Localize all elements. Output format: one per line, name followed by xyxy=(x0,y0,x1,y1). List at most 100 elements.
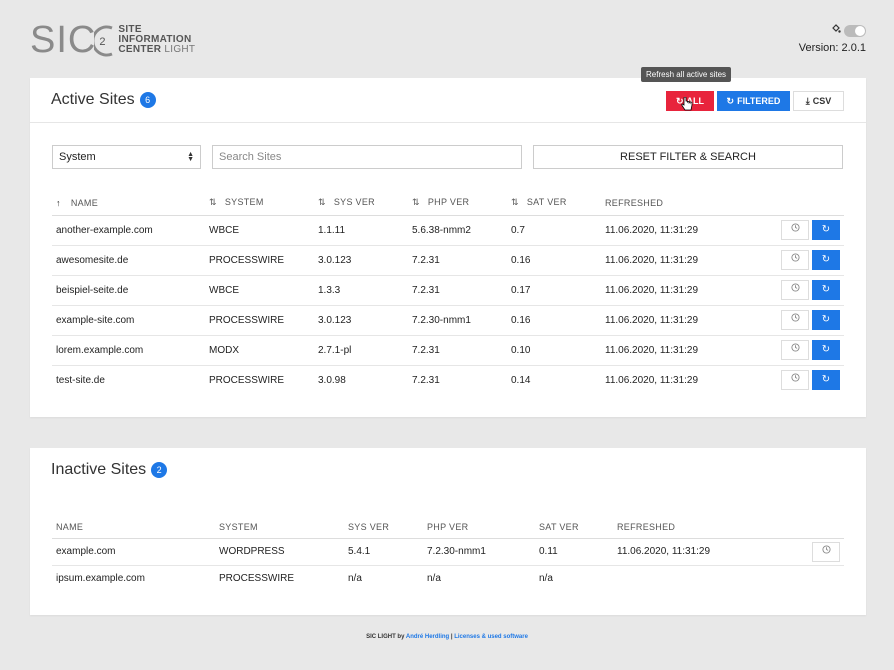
inactive-sites-header: Inactive Sites 2 xyxy=(30,448,866,492)
cell-refreshed: 11.06.2020, 11:31:29 xyxy=(601,334,751,365)
column-header-refreshed: REFRESHED xyxy=(617,521,676,532)
refresh-site-button[interactable]: ↻ xyxy=(812,370,840,391)
hand-cursor-icon xyxy=(681,97,693,111)
theme-toggle[interactable] xyxy=(831,24,866,37)
csv-export-button[interactable]: ⤓ CSV xyxy=(793,91,844,111)
refresh-filtered-label: FILTERED xyxy=(737,96,781,106)
column-header-sat-ver[interactable]: ⇅ SAT VER xyxy=(511,197,567,208)
cell-actions xyxy=(763,537,844,565)
active-sites-card: Active Sites 6 ↻ ALL ↻ FILTERED ⤓ CSV Sy… xyxy=(30,78,866,417)
active-sites-table: ↑ NAME ⇅ SYSTEM ⇅ SYS VER ⇅ PHP VER ⇅ SAT VER… xyxy=(52,191,844,395)
active-sites-count-badge: 6 xyxy=(139,92,156,108)
refresh-site-button[interactable]: ↻ xyxy=(812,310,840,330)
logo-circle-icon: 2 xyxy=(91,24,116,57)
column-header-actions xyxy=(751,191,844,215)
refresh-site-button[interactable]: ↻ xyxy=(812,280,840,300)
history-button[interactable] xyxy=(781,310,809,330)
clock-icon xyxy=(790,343,800,352)
cell-name: awesomesite.de xyxy=(52,244,205,275)
cell-sys-ver: 1.3.3 xyxy=(314,274,408,305)
cell-php-ver: 7.2.31 xyxy=(408,274,507,305)
column-header-php-ver: PHP VER xyxy=(427,521,469,532)
history-button[interactable] xyxy=(781,370,809,391)
cell-name: lorem.example.com xyxy=(52,334,205,365)
column-header-php-ver[interactable]: ⇅ PHP VER xyxy=(412,197,470,208)
cell-sys-ver: 3.0.98 xyxy=(314,364,408,395)
column-header-system[interactable]: ⇅ SYSTEM xyxy=(209,197,264,208)
cell-php-ver: 7.2.31 xyxy=(408,334,507,365)
history-button[interactable] xyxy=(781,250,809,270)
cell-sys-ver: 1.1.11 xyxy=(314,214,408,245)
column-header-system: SYSTEM xyxy=(219,521,258,532)
cell-refreshed xyxy=(613,564,763,592)
refresh-all-button[interactable]: ↻ ALL xyxy=(666,91,714,111)
cell-system: PROCESSWIRE xyxy=(205,364,314,395)
refresh-site-button[interactable]: ↻ xyxy=(812,250,840,270)
cell-php-ver: 7.2.30-nmm1 xyxy=(408,304,507,335)
clock-icon xyxy=(790,313,800,322)
table-row: example.com WORDPRESS 5.4.1 7.2.30-nmm1 0.11… xyxy=(52,537,844,565)
clock-icon xyxy=(790,223,800,232)
cell-sat-ver: 0.14 xyxy=(507,364,601,395)
history-button[interactable] xyxy=(781,280,809,300)
refresh-icon: ↻ xyxy=(821,254,831,265)
column-header-name[interactable]: ↑ NAME xyxy=(56,197,99,208)
logo-line-light: LIGHT xyxy=(164,44,196,55)
column-header-sys-ver[interactable]: ⇅ SYS VER xyxy=(318,197,375,208)
logo-sic: SIC xyxy=(30,19,97,61)
sort-icon: ⇅ xyxy=(511,197,519,208)
cell-name: beispiel-seite.de xyxy=(52,274,205,305)
reset-filter-button[interactable]: RESET FILTER & SEARCH xyxy=(533,145,843,169)
column-header-name: NAME xyxy=(56,521,84,532)
clock-icon xyxy=(821,544,831,554)
version-label: Version: 2.0.1 xyxy=(798,42,866,54)
select-arrows-icon: ▲ ▼ xyxy=(187,151,194,163)
clock-icon xyxy=(790,253,800,262)
refresh-all-label: ALL xyxy=(686,96,705,106)
active-sites-header: Active Sites 6 ↻ ALL ↻ FILTERED ⤓ CSV xyxy=(30,78,866,123)
history-button[interactable] xyxy=(781,340,809,360)
footer: SIC LIGHT by André Herdling | Licenses &… xyxy=(0,634,894,640)
cell-system: PROCESSWIRE xyxy=(205,244,314,275)
cell-sys-ver: 3.0.123 xyxy=(314,304,408,335)
footer-prefix: SIC LIGHT by xyxy=(366,634,406,640)
column-header-sys-ver: SYS VER xyxy=(348,521,390,532)
refresh-button-group: ↻ ALL ↻ FILTERED ⤓ CSV xyxy=(666,91,844,111)
refresh-icon: ↻ xyxy=(821,344,831,355)
refresh-all-tooltip: Refresh all active sites xyxy=(641,67,732,82)
cell-sat-ver: 0.16 xyxy=(507,304,601,335)
cell-actions: ↻ xyxy=(751,334,844,365)
refresh-site-button[interactable]: ↻ xyxy=(812,220,840,240)
inactive-sites-table: NAME SYSTEM SYS VER PHP VER SAT VER REFR… xyxy=(52,516,844,592)
cell-actions: ↻ xyxy=(751,304,844,335)
refresh-icon: ↻ xyxy=(821,224,831,235)
refresh-site-button[interactable]: ↻ xyxy=(812,340,840,360)
table-row: beispiel-seite.de WBCE 1.3.3 7.2.31 0.17 11.0… xyxy=(52,274,844,305)
cell-actions: ↻ xyxy=(751,274,844,305)
cell-sat-ver: 0.11 xyxy=(535,537,613,565)
cell-refreshed: 11.06.2020, 11:31:29 xyxy=(601,304,751,335)
table-row: ipsum.example.com PROCESSWIRE n/a n/a n/a xyxy=(52,564,844,592)
cell-sys-ver: 5.4.1 xyxy=(344,537,423,565)
history-button[interactable] xyxy=(781,220,809,240)
refresh-icon: ↻ xyxy=(821,284,831,295)
logo-superscript: 2 xyxy=(99,36,106,48)
author-link[interactable]: André Herdling xyxy=(405,634,450,640)
cell-system: MODX xyxy=(205,334,314,365)
history-button[interactable] xyxy=(812,541,840,562)
refresh-icon: ↻ xyxy=(821,374,831,386)
cell-actions: ↻ xyxy=(751,364,844,395)
active-sites-title: Active Sites xyxy=(51,91,135,108)
licenses-link[interactable]: Licenses & used software xyxy=(454,634,528,640)
logo-line-site: SITE xyxy=(118,24,142,35)
cell-system: WORDPRESS xyxy=(215,537,344,565)
table-row: another-example.com WBCE 1.1.11 5.6.38-nmm2… xyxy=(52,214,844,245)
system-select[interactable]: System ▲ ▼ xyxy=(52,145,201,169)
cell-refreshed: 11.06.2020, 11:31:29 xyxy=(613,537,763,565)
cell-system: PROCESSWIRE xyxy=(215,564,344,592)
cell-system: WBCE xyxy=(205,274,314,305)
refresh-filtered-button[interactable]: ↻ FILTERED xyxy=(717,91,790,111)
theme-switch[interactable] xyxy=(844,24,866,37)
logo: SIC 2 SITE INFORMATION CENTER LIGHT xyxy=(30,19,196,61)
search-input[interactable]: Search Sites xyxy=(212,145,522,169)
